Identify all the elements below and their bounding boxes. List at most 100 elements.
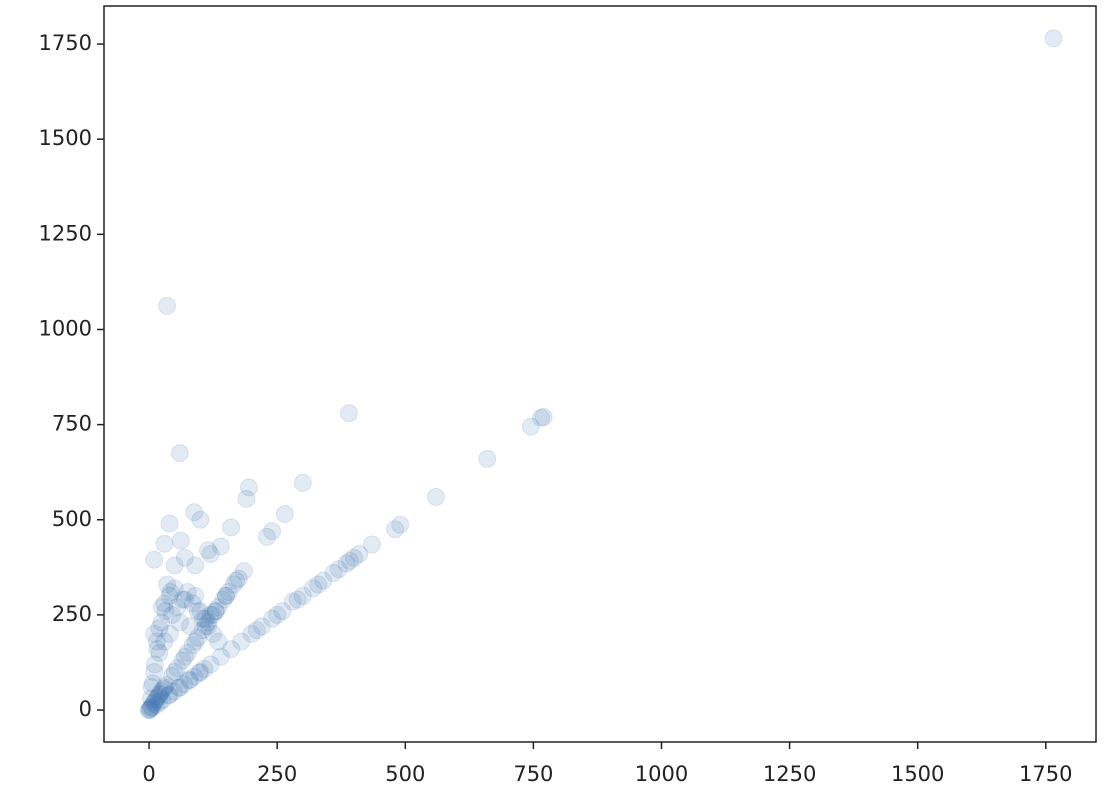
y-tick-label: 1000 (39, 316, 92, 340)
point (350, 545, 369, 564)
point (534, 408, 553, 427)
point (145, 693, 164, 712)
point (141, 698, 160, 717)
point (185, 667, 204, 686)
x-tick-label: 1250 (763, 762, 816, 786)
point (263, 609, 282, 628)
point (339, 404, 358, 423)
point (145, 662, 164, 681)
point (193, 609, 212, 628)
point (158, 296, 177, 315)
point (145, 550, 164, 569)
point (175, 590, 194, 609)
point (165, 556, 184, 575)
point (175, 647, 194, 666)
point (196, 617, 215, 636)
point (191, 602, 210, 621)
point (234, 562, 253, 581)
point (345, 548, 364, 567)
point (144, 694, 163, 713)
x-tick-label: 0 (142, 762, 155, 786)
point (329, 560, 348, 579)
point (229, 569, 248, 588)
point (171, 531, 190, 550)
point (362, 535, 381, 554)
point (186, 556, 205, 575)
point (283, 592, 302, 611)
point (153, 691, 172, 710)
point (191, 510, 210, 529)
point (206, 602, 225, 621)
point (275, 505, 294, 524)
point (148, 640, 167, 659)
point (201, 545, 220, 564)
point (178, 643, 197, 662)
point (222, 640, 241, 659)
point (142, 678, 161, 697)
point (386, 520, 405, 539)
point (391, 515, 410, 534)
point (168, 598, 187, 617)
point (173, 590, 192, 609)
y-tick-label: 0 (79, 697, 92, 721)
point (186, 632, 205, 651)
point (204, 605, 223, 624)
point (155, 534, 174, 553)
point (211, 647, 230, 666)
point (268, 605, 287, 624)
point (314, 571, 333, 590)
y-tick-label: 1250 (39, 221, 92, 245)
point (206, 602, 225, 621)
point (155, 678, 174, 697)
y-tick-label: 250 (52, 602, 92, 626)
x-tick-label: 250 (257, 762, 297, 786)
point (163, 666, 182, 685)
point (242, 624, 261, 643)
point (201, 655, 220, 674)
point (252, 617, 271, 636)
point (216, 586, 235, 605)
point (190, 663, 209, 682)
x-tick-label: 500 (385, 762, 425, 786)
y-tick-label: 500 (52, 507, 92, 531)
point (152, 598, 171, 617)
point (164, 682, 183, 701)
point (219, 583, 238, 602)
point (211, 537, 230, 556)
point (427, 487, 446, 506)
point (152, 682, 171, 701)
point (146, 691, 165, 710)
point (159, 686, 178, 705)
point (141, 700, 160, 719)
point (183, 594, 202, 613)
point (174, 675, 193, 694)
point (521, 417, 540, 436)
point (222, 518, 241, 537)
point (293, 586, 312, 605)
point (150, 693, 169, 712)
point (163, 605, 182, 624)
point (160, 514, 179, 533)
point (170, 678, 189, 697)
point (199, 613, 218, 632)
point (150, 619, 169, 638)
point (155, 594, 174, 613)
y-tick-label: 1500 (39, 126, 92, 150)
x-tick-label: 1000 (635, 762, 688, 786)
point (337, 554, 356, 573)
point (170, 444, 189, 463)
point (216, 586, 235, 605)
point (186, 586, 205, 605)
point (214, 590, 233, 609)
y-tick-label: 1750 (39, 31, 92, 55)
point (188, 628, 207, 647)
point (160, 586, 179, 605)
point (140, 701, 159, 720)
point (204, 624, 223, 643)
point (169, 678, 188, 697)
point (150, 643, 169, 662)
point (155, 632, 174, 651)
point (156, 602, 175, 621)
point (152, 613, 171, 632)
